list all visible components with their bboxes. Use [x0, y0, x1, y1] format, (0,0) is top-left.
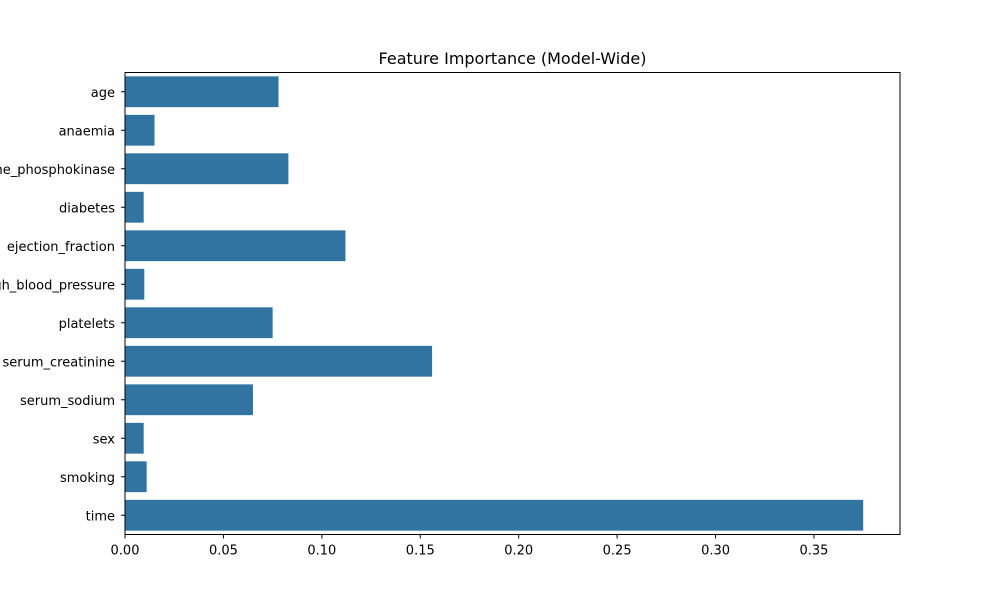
bar-sex — [125, 422, 144, 454]
bar-serum-sodium — [125, 384, 253, 416]
chart-title: Feature Importance (Model-Wide) — [379, 49, 647, 68]
y-axis-ticks: age anaemia creatinine_phosphokinasediabet… — [0, 86, 125, 524]
bar-creatinine-phosphokinase — [125, 153, 289, 185]
y-tick-label: ejection_fraction — [7, 240, 115, 255]
bar-platelets — [125, 307, 273, 339]
x-tick-label: 0.15 — [406, 544, 435, 559]
y-tick-label: serum_creatinine — [3, 355, 116, 370]
x-tick-label: 0.30 — [701, 544, 730, 559]
y-tick-label: high_blood_pressure — [0, 278, 115, 293]
x-tick-label: 0.20 — [504, 544, 533, 559]
x-tick-label: 0.05 — [209, 544, 238, 559]
y-tick-label: time — [86, 509, 115, 524]
y-tick-label: platelets — [59, 317, 116, 332]
bar-age — [125, 76, 279, 108]
bar-high-blood-pressure — [125, 268, 145, 300]
x-tick-label: 0.25 — [603, 544, 632, 559]
bar-serum-creatinine — [125, 345, 433, 377]
bar-smoking — [125, 461, 147, 493]
bar-ejection-fraction — [125, 230, 346, 262]
bar-anaemia — [125, 114, 155, 146]
bar-time — [125, 499, 864, 531]
bars-layer — [125, 76, 864, 531]
y-tick-label: creatinine_phosphokinase — [0, 163, 115, 178]
y-tick-label: serum_sodium — [20, 394, 115, 409]
y-tick-label: anaemia — [59, 124, 115, 139]
x-tick-label: 0.00 — [111, 544, 140, 559]
bar-diabetes — [125, 191, 144, 223]
y-tick-label: diabetes — [59, 201, 115, 216]
plot-frame — [124, 72, 901, 535]
x-tick-label: 0.10 — [307, 544, 336, 559]
x-tick-label: 0.35 — [799, 544, 828, 559]
x-axis-ticks: 0.00 0.05 0.10 0.15 0.20 0.25 0.30 0.35 — [111, 534, 828, 559]
y-tick-label: smoking — [60, 471, 115, 486]
y-tick-label: age — [91, 86, 115, 101]
y-tick-label: sex — [93, 432, 116, 447]
